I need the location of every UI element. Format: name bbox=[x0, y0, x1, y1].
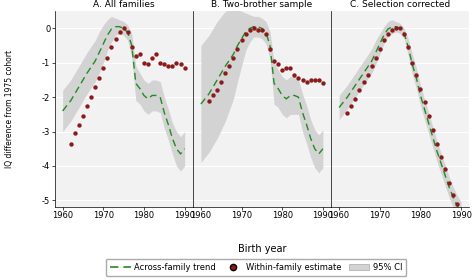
Point bbox=[352, 97, 359, 101]
Text: B: B bbox=[182, 0, 191, 3]
Legend: Across-family trend, Within-family estimate, 95% CI: Across-family trend, Within-family estim… bbox=[106, 258, 406, 276]
Point bbox=[213, 88, 221, 92]
Point bbox=[283, 66, 290, 70]
Point bbox=[75, 122, 82, 127]
Point bbox=[104, 55, 111, 60]
Point bbox=[226, 64, 233, 68]
Point bbox=[79, 114, 87, 118]
Point bbox=[344, 110, 351, 115]
Point bbox=[221, 71, 229, 75]
Point bbox=[181, 66, 189, 70]
Point bbox=[83, 104, 91, 108]
Point bbox=[254, 28, 262, 32]
Point bbox=[307, 78, 314, 82]
Point bbox=[412, 73, 420, 77]
Point bbox=[250, 26, 257, 31]
Point bbox=[238, 38, 246, 43]
Point bbox=[441, 167, 449, 172]
Point bbox=[144, 62, 152, 67]
Point bbox=[319, 81, 327, 86]
Point bbox=[124, 30, 131, 34]
Point bbox=[108, 45, 115, 50]
Point bbox=[140, 60, 148, 65]
Text: A: A bbox=[24, 0, 34, 3]
Title: A. All families: A. All families bbox=[93, 0, 155, 9]
Point bbox=[229, 55, 237, 60]
Point bbox=[266, 47, 274, 51]
Point bbox=[270, 59, 278, 63]
Point bbox=[100, 66, 107, 70]
Point bbox=[156, 60, 164, 65]
Point bbox=[242, 31, 249, 36]
Point bbox=[303, 80, 310, 84]
Point bbox=[380, 38, 388, 43]
Point bbox=[364, 73, 372, 77]
Point bbox=[152, 52, 160, 57]
Point bbox=[177, 62, 184, 67]
Point bbox=[392, 26, 400, 31]
Point bbox=[437, 155, 445, 160]
Point bbox=[161, 62, 168, 67]
Point bbox=[87, 95, 95, 99]
Point bbox=[449, 193, 457, 197]
Title: B. Two-brother sample: B. Two-brother sample bbox=[211, 0, 312, 9]
Title: C. Selection corrected: C. Selection corrected bbox=[350, 0, 450, 9]
Point bbox=[258, 28, 266, 32]
Point bbox=[295, 76, 302, 80]
Point bbox=[388, 28, 396, 32]
Point bbox=[417, 86, 424, 91]
Point bbox=[347, 104, 355, 108]
Point bbox=[218, 80, 225, 84]
Point bbox=[433, 141, 440, 146]
Text: IQ difference from 1975 cohort: IQ difference from 1975 cohort bbox=[5, 50, 14, 168]
Point bbox=[376, 47, 383, 51]
Point bbox=[291, 73, 298, 77]
Point bbox=[120, 26, 128, 31]
Point bbox=[384, 31, 392, 36]
Point bbox=[401, 31, 408, 36]
Text: Birth year: Birth year bbox=[237, 244, 286, 254]
Point bbox=[95, 76, 103, 80]
Point bbox=[234, 47, 241, 51]
Point bbox=[210, 93, 217, 98]
Point bbox=[425, 114, 432, 118]
Point bbox=[404, 45, 412, 50]
Point bbox=[360, 80, 367, 84]
Point bbox=[71, 131, 79, 136]
Text: C: C bbox=[320, 0, 329, 3]
Point bbox=[299, 78, 306, 82]
Point bbox=[315, 78, 323, 82]
Point bbox=[169, 64, 176, 68]
Point bbox=[112, 36, 119, 41]
Point bbox=[136, 52, 144, 57]
Point bbox=[116, 30, 123, 34]
Point bbox=[91, 85, 99, 89]
Point bbox=[421, 100, 428, 104]
Point bbox=[274, 62, 282, 67]
Point bbox=[429, 128, 437, 132]
Point bbox=[132, 54, 140, 58]
Point bbox=[246, 28, 254, 32]
Point bbox=[457, 212, 465, 216]
Point bbox=[67, 141, 74, 146]
Point bbox=[262, 31, 270, 36]
Point bbox=[311, 78, 319, 82]
Point bbox=[287, 66, 294, 70]
Point bbox=[278, 67, 286, 72]
Point bbox=[372, 55, 380, 60]
Point bbox=[128, 45, 136, 50]
Point bbox=[164, 64, 172, 68]
Point bbox=[356, 88, 363, 92]
Point bbox=[205, 98, 213, 103]
Point bbox=[396, 26, 404, 31]
Point bbox=[368, 64, 375, 68]
Point bbox=[148, 55, 156, 60]
Point bbox=[453, 202, 461, 206]
Point bbox=[173, 60, 180, 65]
Point bbox=[409, 60, 416, 65]
Point bbox=[445, 181, 453, 185]
